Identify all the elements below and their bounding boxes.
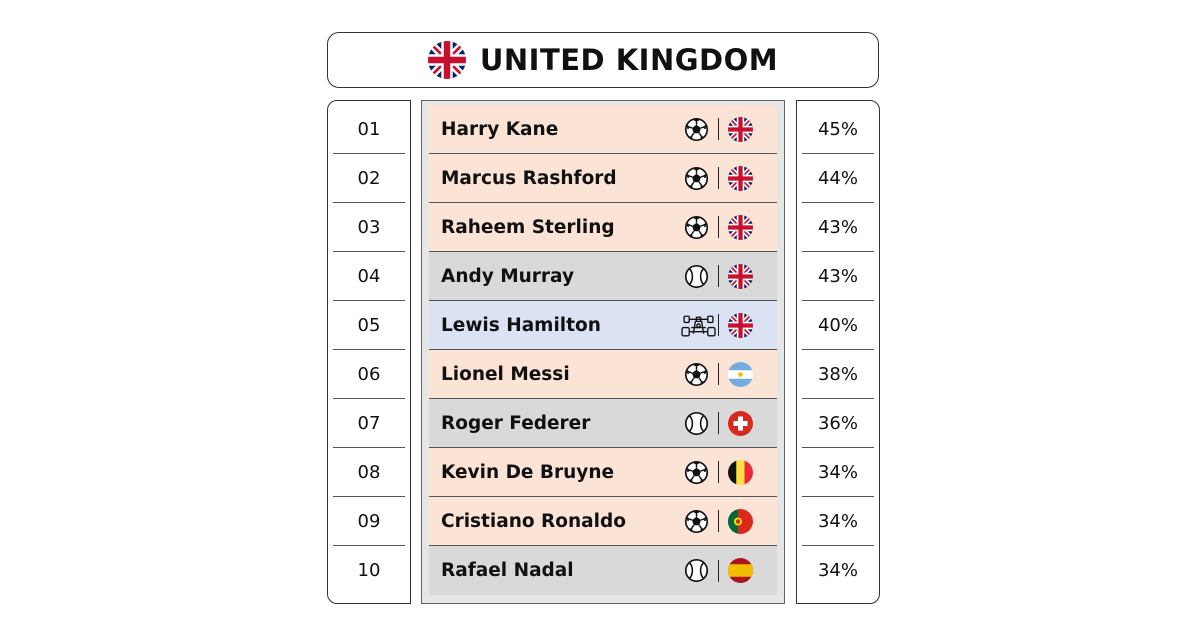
athlete-name: Roger Federer (441, 412, 591, 434)
athlete-name: Kevin De Bruyne (441, 461, 615, 483)
tennis-ball-icon (684, 264, 709, 289)
percent-cell: 43% (802, 252, 874, 301)
rank-column: 01 02 03 04 05 06 07 08 09 10 (327, 100, 411, 604)
table-row: Lionel Messi (429, 350, 777, 399)
icon-separator (717, 167, 719, 189)
football-icon (684, 509, 709, 534)
row-icons (684, 165, 778, 191)
switzerland-flag-icon (728, 410, 753, 436)
percent-column: 45% 44% 43% 43% 40% 38% 36% 34% 34% 34% (796, 100, 880, 604)
icon-separator (717, 216, 719, 238)
tennis-ball-icon (684, 558, 709, 583)
uk-flag-icon (728, 116, 753, 142)
tennis-ball-icon (684, 411, 709, 436)
row-icons (684, 508, 778, 534)
rank-cell: 09 (333, 497, 405, 546)
uk-flag-icon (427, 41, 466, 79)
athlete-name: Lewis Hamilton (441, 314, 601, 336)
football-icon (684, 362, 709, 387)
athlete-name: Marcus Rashford (441, 167, 617, 189)
page-title: UNITED KINGDOM (479, 43, 779, 77)
athlete-name: Harry Kane (441, 118, 559, 140)
percent-cell: 45% (802, 105, 874, 154)
table-row: Cristiano Ronaldo (429, 497, 777, 546)
table-row: Raheem Sterling (429, 203, 777, 252)
portugal-flag-icon (728, 508, 753, 534)
icon-separator (717, 314, 719, 336)
icon-separator (717, 559, 719, 582)
percent-cell: 34% (817, 560, 858, 581)
table-row: Kevin De Bruyne (429, 448, 777, 497)
football-icon (684, 215, 709, 240)
athlete-name: Cristiano Ronaldo (441, 510, 626, 532)
athlete-name: Lionel Messi (441, 363, 570, 385)
f1-car-icon (680, 313, 716, 338)
football-icon (684, 166, 709, 191)
icon-separator (717, 118, 719, 140)
percent-cell: 34% (802, 448, 874, 497)
row-icons (684, 558, 778, 583)
table-row: Rafael Nadal (429, 546, 777, 595)
percent-cell: 34% (802, 497, 874, 546)
table-row: Harry Kane (429, 105, 777, 154)
athlete-name: Rafael Nadal (441, 560, 574, 581)
uk-flag-icon (728, 214, 753, 240)
football-icon (684, 460, 709, 485)
argentina-flag-icon (728, 361, 753, 387)
icon-separator (717, 412, 719, 434)
belgium-flag-icon (728, 459, 753, 485)
rank-cell: 01 (333, 105, 405, 154)
rank-cell: 07 (333, 399, 405, 448)
rank-cell: 04 (333, 252, 405, 301)
row-icons (684, 361, 778, 387)
row-icons (684, 116, 778, 142)
percent-cell: 44% (802, 154, 874, 203)
percent-cell: 43% (802, 203, 874, 252)
title-box: UNITED KINGDOM (327, 32, 879, 88)
row-icons (680, 312, 778, 338)
athlete-name: Raheem Sterling (441, 216, 615, 238)
icon-separator (717, 363, 719, 385)
rank-cell: 03 (333, 203, 405, 252)
icon-separator (717, 510, 719, 532)
icon-separator (717, 265, 719, 287)
table-row: Andy Murray (429, 252, 777, 301)
rank-cell: 06 (333, 350, 405, 399)
athlete-column: Harry Kane Marcus Rashford Raheem Sterling… (421, 100, 785, 604)
rank-cell: 05 (333, 301, 405, 350)
athlete-name: Andy Murray (441, 265, 575, 287)
table-row: Lewis Hamilton (429, 301, 777, 350)
rank-cell: 08 (333, 448, 405, 497)
percent-cell: 40% (802, 301, 874, 350)
uk-flag-icon (728, 312, 753, 338)
table-row: Roger Federer (429, 399, 777, 448)
table-row: Marcus Rashford (429, 154, 777, 203)
rank-cell: 02 (333, 154, 405, 203)
percent-cell: 36% (802, 399, 874, 448)
row-icons (684, 459, 778, 485)
football-icon (684, 117, 709, 142)
icon-separator (717, 461, 719, 483)
row-icons (684, 263, 778, 289)
uk-flag-icon (728, 263, 753, 289)
row-icons (684, 410, 778, 436)
percent-cell: 38% (802, 350, 874, 399)
rank-cell: 10 (357, 560, 381, 581)
uk-flag-icon (728, 165, 753, 191)
row-icons (684, 214, 778, 240)
spain-flag-icon (728, 558, 753, 583)
